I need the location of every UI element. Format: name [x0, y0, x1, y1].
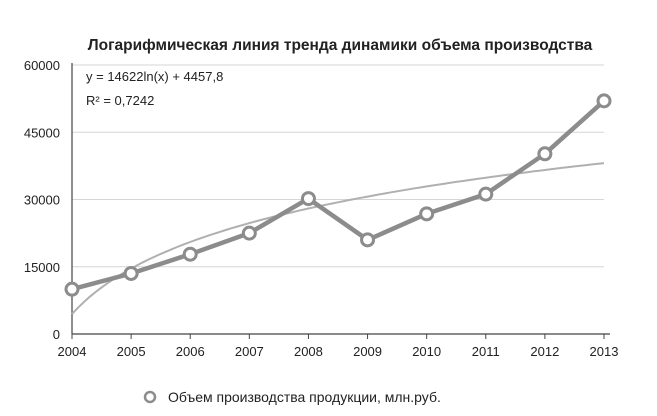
data-point: [123, 265, 139, 281]
series-line: [71, 99, 606, 292]
y-tick-label: 0: [53, 327, 60, 342]
x-tick-label: 2008: [294, 344, 323, 359]
legend-label: Объем производства продукции, млн.руб.: [168, 389, 441, 405]
x-tick-label: 2012: [530, 344, 559, 359]
data-point: [537, 146, 553, 162]
x-tick-label: 2007: [235, 344, 264, 359]
x-axis-ticks: 2004 2005 2006 2007 2008 2009 2010 2011 2012 2013: [58, 334, 619, 359]
y-tick-label: 15000: [24, 260, 60, 275]
legend: Объем производства продукции, млн.руб.: [143, 389, 441, 405]
data-point: [300, 191, 316, 207]
x-tick-label: 2009: [353, 344, 382, 359]
y-tick-label: 45000: [24, 125, 60, 140]
data-point: [64, 281, 80, 297]
chart-title: Логарифмическая линия тренда динамики об…: [88, 37, 593, 54]
trendline-path: [71, 162, 605, 315]
data-point: [419, 206, 435, 222]
y-tick-label: 60000: [24, 58, 60, 73]
data-point: [241, 225, 257, 241]
x-tick-label: 2005: [117, 344, 146, 359]
data-point: [360, 232, 376, 248]
y-axis-ticks: 0 15000 30000 45000 60000: [24, 58, 60, 342]
trend-equation: y = 14622ln(x) + 4457,8: [86, 69, 223, 84]
data-point: [596, 93, 612, 109]
trendline: [71, 162, 605, 315]
x-tick-label: 2004: [58, 344, 87, 359]
trend-r-squared: R² = 0,7242: [86, 93, 154, 108]
x-tick-label: 2010: [412, 344, 441, 359]
x-tick-label: 2011: [472, 344, 500, 359]
x-tick-label: 2006: [176, 344, 205, 359]
series: [64, 93, 612, 297]
legend-marker-icon: [143, 390, 157, 404]
x-tick-label: 2013: [590, 344, 619, 359]
data-point: [182, 246, 198, 262]
grid: [71, 63, 610, 335]
y-tick-label: 30000: [24, 193, 60, 208]
data-point: [478, 186, 494, 202]
